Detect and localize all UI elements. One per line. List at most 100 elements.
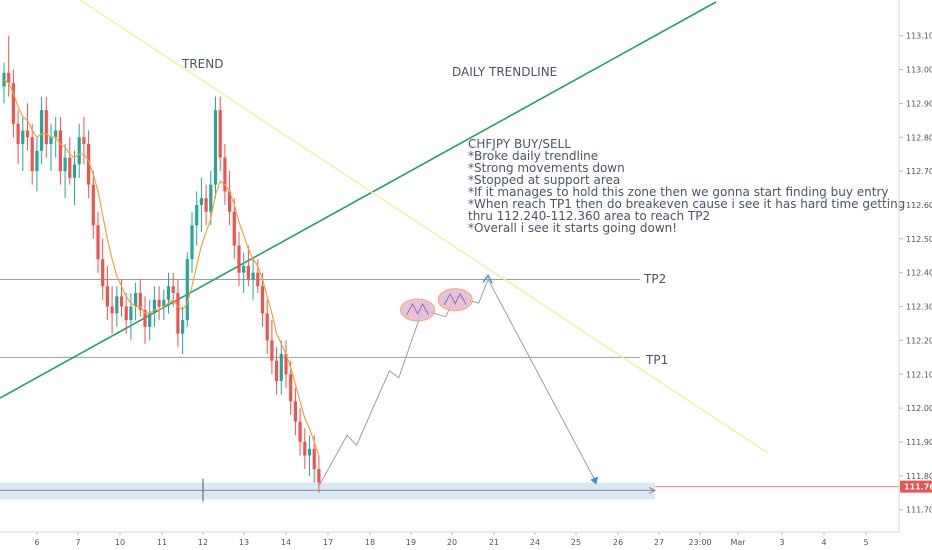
candle-body <box>54 130 58 138</box>
price-tick-label: 112.100 <box>906 370 932 379</box>
time-tick-label: 13 <box>239 538 249 547</box>
candle-body <box>223 157 227 192</box>
candle-body <box>7 72 11 84</box>
time-tick-label: 21 <box>489 538 499 547</box>
candle-body <box>40 110 44 151</box>
trend-line <box>79 0 769 454</box>
candle-body <box>275 360 279 382</box>
tp2-label: TP2 <box>643 272 666 286</box>
candle-body <box>129 306 133 321</box>
candle-body <box>119 296 124 307</box>
pattern-markers <box>400 288 473 322</box>
time-tick-label: 19 <box>406 538 416 547</box>
candle-body <box>58 130 62 172</box>
candle-body <box>21 130 25 145</box>
candle-body <box>232 211 236 246</box>
time-tick-label: 27 <box>654 538 664 547</box>
candle-body <box>166 286 171 300</box>
time-tick-label: 12 <box>198 538 208 547</box>
price-levels <box>0 278 640 358</box>
candle-body <box>44 110 48 145</box>
trendlines <box>0 0 769 454</box>
candle-body <box>317 469 321 483</box>
time-tick-label: 3 <box>779 538 784 547</box>
candle-body <box>237 245 241 273</box>
candles <box>2 35 321 493</box>
last-price-value: 111.768 <box>904 483 932 492</box>
candle-body <box>115 296 119 314</box>
candle-body <box>96 225 100 260</box>
price-tick-label: 112.500 <box>906 235 932 244</box>
candle-body <box>185 259 189 321</box>
annotation-line: *Stopped at support area <box>468 173 620 187</box>
candle-body <box>49 137 53 145</box>
time-tick-label: 23:00 <box>688 538 711 547</box>
annotation-line: *Overall i see it starts going down! <box>468 221 677 235</box>
last-price-badge <box>900 480 932 493</box>
candle-body <box>152 299 156 314</box>
peak-arrowhead <box>482 274 493 284</box>
candle-body <box>35 150 39 172</box>
pattern-ellipse <box>437 288 473 312</box>
price-axis: 113.100 113.000 112.900 112.800 112.700 112.6… <box>898 0 932 532</box>
trend-label: TREND <box>181 57 223 71</box>
candle-body <box>138 293 142 310</box>
candle-body <box>228 191 232 212</box>
candle-body <box>105 286 109 307</box>
moving-average <box>3 79 320 456</box>
candle-body <box>209 184 213 212</box>
price-tick-label: 113.000 <box>906 66 932 75</box>
candle-body <box>148 313 152 327</box>
time-tick-label: 25 <box>571 538 581 547</box>
price-tick-label: 112.900 <box>906 99 932 108</box>
pattern-zigzag <box>443 292 467 306</box>
candle-body <box>204 198 208 212</box>
annotation-line: *When reach TP1 then do breakeven cause … <box>468 197 905 211</box>
candle-body <box>312 448 316 470</box>
candle-body <box>298 421 302 442</box>
candle-body <box>284 353 288 375</box>
candle-body <box>251 272 255 280</box>
candle-body <box>218 110 222 158</box>
candle-body <box>82 137 86 145</box>
price-tick-label: 112.300 <box>906 303 932 312</box>
support-zone-arrowhead <box>648 486 657 494</box>
candle-body <box>110 306 114 314</box>
time-axis: 6 7 10 11 12 13 14 17 18 19 20 21 24 25 26 27 23:00 Mar 3 4… <box>0 531 900 547</box>
price-tick-label: 112.700 <box>906 167 932 176</box>
price-tick-label: 112.800 <box>906 133 932 142</box>
time-tick-label: 17 <box>323 538 333 547</box>
last-price-tag: 111.768 <box>900 480 932 493</box>
candle-body <box>199 198 203 205</box>
candle-body <box>171 286 175 294</box>
candle-body <box>11 83 15 124</box>
time-tick-label: 10 <box>115 538 125 547</box>
candle-body <box>16 123 20 145</box>
candle-body <box>91 184 95 226</box>
candle-body <box>124 306 128 321</box>
candle-body <box>30 137 34 172</box>
candle-body <box>176 293 180 334</box>
candle-body <box>190 225 194 260</box>
candle-body <box>279 353 283 382</box>
time-tick-label: 26 <box>613 538 623 547</box>
candle-body <box>68 157 72 178</box>
candle-body <box>289 374 293 402</box>
candle-body <box>260 286 265 314</box>
time-tick-label: 6 <box>34 538 39 547</box>
price-tick-label: 112.200 <box>906 336 932 345</box>
price-tick-label: 111.800 <box>906 472 932 481</box>
support-zone <box>0 478 899 502</box>
candle-body <box>77 137 81 165</box>
time-tick-label: 5 <box>863 538 868 547</box>
pattern-ellipse <box>400 298 436 322</box>
candle-body <box>265 313 269 341</box>
time-tick-label: 4 <box>821 538 826 547</box>
candle-body <box>87 144 91 185</box>
pattern-zigzag <box>406 302 430 316</box>
annotation-line: thru 112.240-112.360 area to reach TP2 <box>468 209 710 223</box>
candle-body <box>213 110 218 185</box>
candle-body <box>25 130 30 138</box>
candle-body <box>195 204 199 226</box>
